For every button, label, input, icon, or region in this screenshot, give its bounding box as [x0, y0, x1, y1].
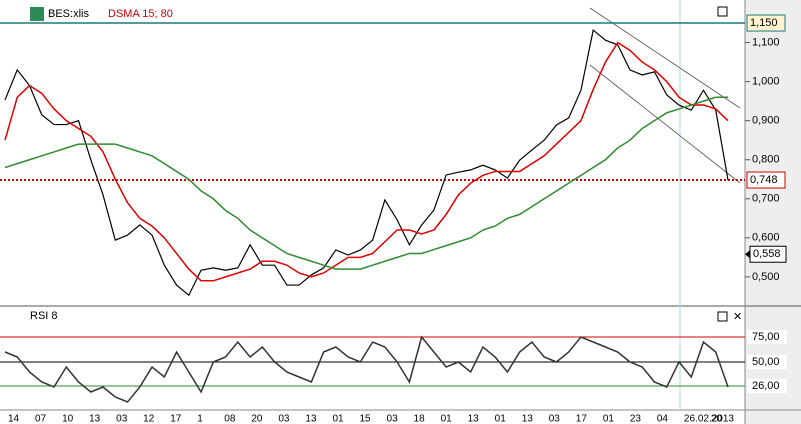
x-tick-label: 04 — [657, 414, 669, 424]
x-tick-label: 07 — [35, 414, 47, 424]
tick-box — [747, 355, 787, 369]
x-tick-label: 17 — [170, 414, 182, 424]
y-tick-label: 50,00 — [752, 356, 780, 368]
series-line — [4, 28, 729, 297]
maximize-button[interactable] — [717, 6, 728, 17]
series-line — [4, 335, 729, 403]
x-tick-label: 20 — [711, 414, 723, 424]
x-tick-label: 03 — [116, 414, 128, 424]
series-line — [4, 96, 728, 270]
x-tick-label: 18 — [414, 414, 426, 424]
x-tick-label: 13 — [468, 414, 480, 424]
x-tick-label: 01 — [603, 414, 615, 424]
x-tick-label: 01 — [332, 414, 344, 424]
x-tick-label: 03 — [387, 414, 399, 424]
x-tick-label: 14 — [8, 414, 20, 424]
level-box — [746, 14, 786, 32]
legend-dsma[interactable]: DSMA 15; 80 — [108, 8, 173, 20]
x-tick-label: 03 — [278, 414, 290, 424]
close-button[interactable]: ✕ — [733, 311, 742, 323]
y-tick-label: 75,00 — [752, 331, 780, 343]
axis-area — [745, 0, 801, 424]
x-tick-label: 08 — [224, 414, 236, 424]
legend-price[interactable]: BES:xlis — [48, 8, 89, 20]
marker-box — [749, 245, 787, 263]
x-tick-label: 13 — [522, 414, 534, 424]
x-tick-label: 23 — [630, 414, 642, 424]
x-tick-label: 01 — [495, 414, 507, 424]
level-box — [746, 171, 786, 189]
icon — [30, 7, 44, 21]
tick-box — [747, 379, 787, 393]
maximize-button[interactable] — [717, 311, 728, 322]
x-tick-label: 12 — [143, 414, 155, 424]
y-tick-label: 0,900 — [752, 115, 780, 127]
series-line — [4, 41, 729, 282]
y-tick-label: 26,00 — [752, 380, 780, 392]
x-tick-label: 13 — [305, 414, 317, 424]
y-tick-label: 1,000 — [752, 76, 780, 88]
trend-line — [589, 7, 741, 109]
y-tick-label: 0,600 — [752, 232, 780, 244]
y-tick-label: 0,700 — [752, 193, 780, 205]
y-tick-label: 0,800 — [752, 154, 780, 166]
trend-line — [589, 64, 741, 184]
x-tick-label: 1 — [197, 414, 203, 424]
x-tick-label: 17 — [576, 414, 588, 424]
x-tick-label: 13 — [89, 414, 101, 424]
level-label: 0,748 — [750, 174, 778, 186]
x-tick-label: 20 — [251, 414, 263, 424]
x-tick-label: 03 — [549, 414, 561, 424]
level-label: 1,150 — [750, 17, 778, 29]
x-tick-label: 26.02.2013 — [684, 414, 734, 424]
y-tick-label: 1,100 — [752, 36, 780, 48]
x-tick-label: 10 — [62, 414, 74, 424]
marker-label: 0,558 — [753, 248, 781, 260]
y-tick-label: 0,500 — [752, 271, 780, 283]
rsi-title[interactable]: RSI 8 — [30, 310, 58, 322]
marker-arrow — [745, 250, 750, 259]
x-tick-label: 01 — [441, 414, 453, 424]
x-tick-label: 15 — [359, 414, 371, 424]
tick-box — [747, 330, 787, 344]
